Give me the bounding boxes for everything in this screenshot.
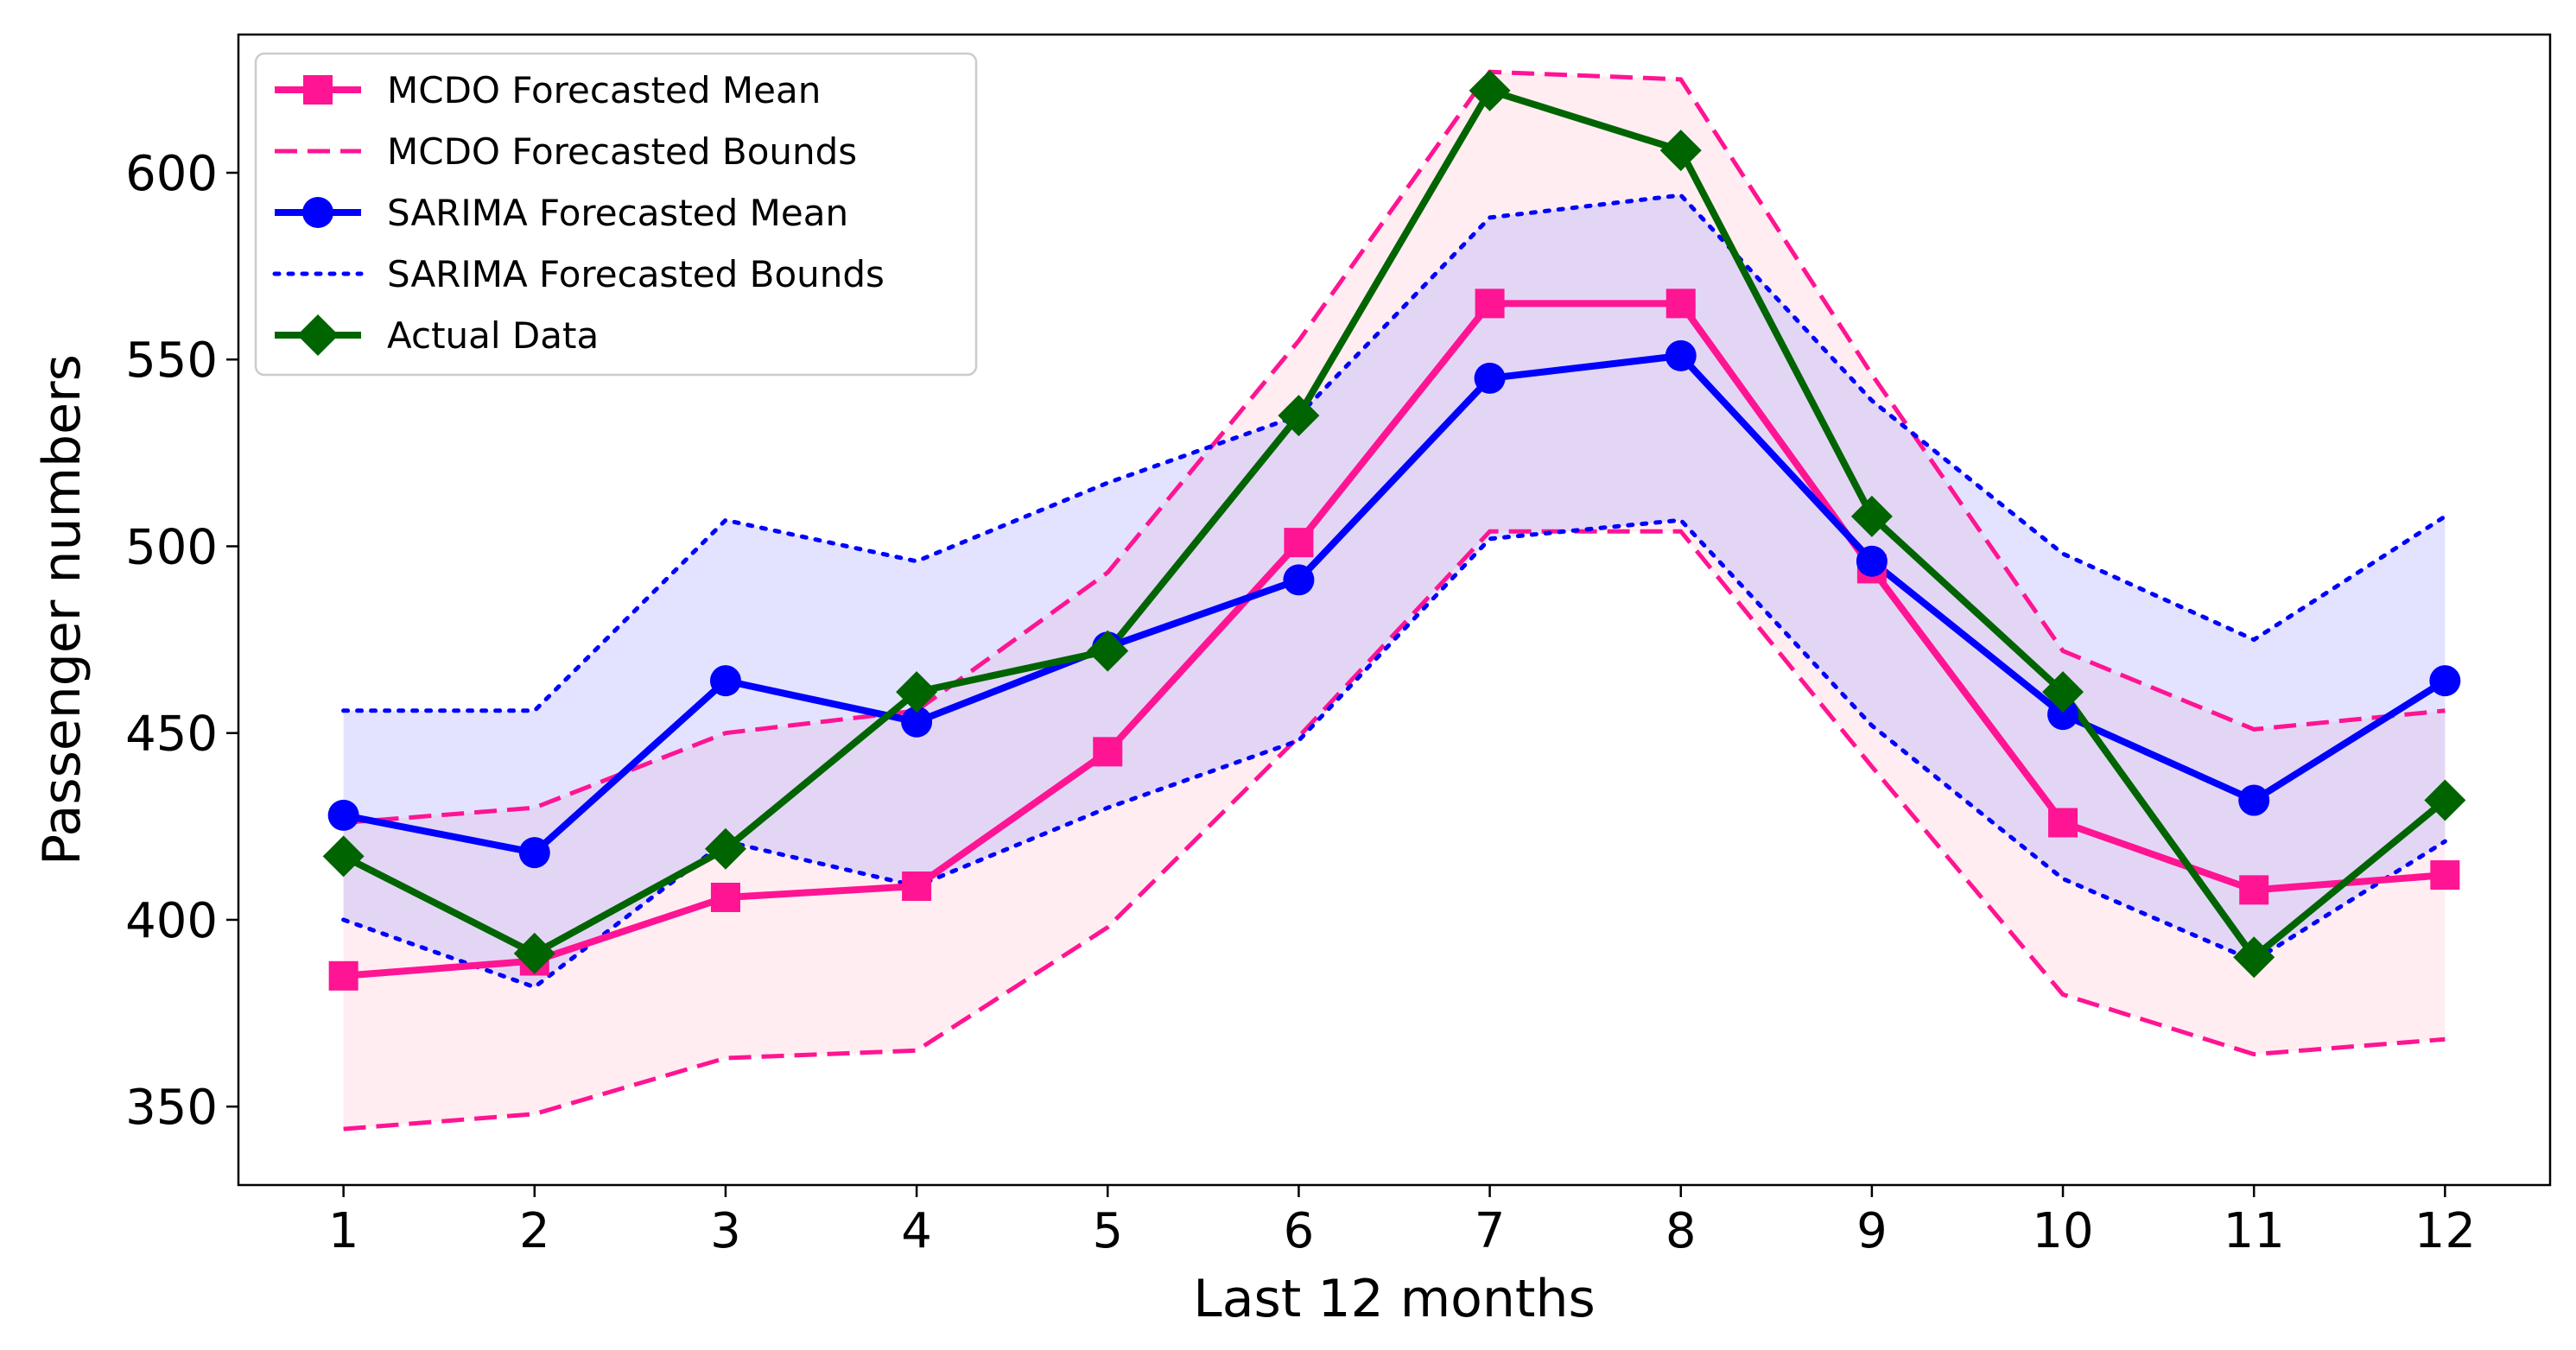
mcdo-forecasted-mean-point xyxy=(328,960,358,991)
actual-data-point xyxy=(1087,630,1129,672)
actual-data-point xyxy=(704,827,746,870)
x-tick-label: 12 xyxy=(2414,1203,2476,1259)
actual-data-point xyxy=(1278,395,1320,437)
y-tick-label: 450 xyxy=(125,707,218,763)
series-markers xyxy=(322,69,2466,991)
sarima-forecasted-mean-point xyxy=(1665,339,1697,371)
legend-actual-data-marker xyxy=(297,314,339,356)
x-tick-label: 11 xyxy=(2224,1203,2285,1259)
actual-data-point xyxy=(896,671,938,713)
actual-data-point xyxy=(1659,130,1702,172)
sarima-forecasted-bounds-band xyxy=(343,195,2446,987)
legend-sarima-forecasted-bounds-label: SARIMA Forecasted Bounds xyxy=(387,253,885,295)
legend-sarima-forecasted-mean-marker xyxy=(302,197,333,228)
x-tick-label: 3 xyxy=(710,1203,741,1259)
sarima-forecasted-mean-point xyxy=(1474,362,1506,394)
actual-data-point xyxy=(2233,936,2275,979)
actual-data-point xyxy=(322,835,365,878)
y-axis-label: Passenger numbers xyxy=(32,354,92,865)
legend-mcdo-forecasted-mean-marker xyxy=(303,75,333,105)
actual-data-point xyxy=(2424,779,2466,821)
actual-data-point xyxy=(1850,495,1893,537)
sarima-forecasted-mean-line xyxy=(342,352,2447,857)
y-tick-label: 600 xyxy=(125,146,218,202)
actual-data-point xyxy=(2042,671,2084,713)
y-tick-label: 550 xyxy=(125,333,218,389)
x-tick-label: 8 xyxy=(1666,1203,1697,1259)
legend-mcdo-forecasted-bounds-label: MCDO Forecasted Bounds xyxy=(387,130,857,173)
x-tick-label: 5 xyxy=(1092,1203,1123,1259)
sarima-forecasted-mean-point xyxy=(2429,665,2461,697)
bounds-bands xyxy=(343,72,2446,1130)
legend-mcdo-forecasted-mean-label: MCDO Forecasted Mean xyxy=(387,69,821,111)
mcdo-forecasted-bounds-lower-line xyxy=(343,529,2446,1131)
mcdo-forecasted-mean-point xyxy=(1284,528,1314,558)
series-lines xyxy=(341,69,2447,1131)
x-tick-label: 6 xyxy=(1284,1203,1315,1259)
mcdo-forecasted-mean-point xyxy=(710,883,740,912)
mcdo-forecasted-bounds-band xyxy=(343,72,2446,1130)
sarima-forecasted-mean-point xyxy=(1856,545,1888,577)
mcdo-forecasted-mean-line xyxy=(343,300,2446,979)
sarima-forecasted-mean-point xyxy=(518,837,550,869)
legend: MCDO Forecasted Mean MCDO Forecasted Boun… xyxy=(254,52,978,377)
mcdo-forecasted-mean-point xyxy=(2048,808,2078,838)
plot-frame xyxy=(237,33,2552,1187)
sarima-forecasted-mean-point xyxy=(709,665,741,697)
legend-sarima-forecasted-mean-label: SARIMA Forecasted Mean xyxy=(387,192,848,234)
mcdo-forecasted-mean-point xyxy=(902,871,932,902)
mcdo-forecasted-mean-point xyxy=(1093,737,1123,767)
x-tick-label: 7 xyxy=(1475,1203,1506,1259)
sarima-forecasted-mean-point xyxy=(2238,784,2270,816)
sarima-forecasted-bounds-upper-line xyxy=(341,193,2447,713)
x-tick-label: 10 xyxy=(2032,1203,2093,1259)
mcdo-forecasted-mean-point xyxy=(1666,288,1696,319)
y-tick-label: 400 xyxy=(125,893,218,949)
legend-box xyxy=(254,52,978,377)
legend-actual-data-label: Actual Data xyxy=(387,314,599,357)
x-tick-label: 1 xyxy=(328,1203,359,1259)
sarima-forecasted-mean-point xyxy=(901,706,933,738)
x-axis-label: Last 12 months xyxy=(1193,1269,1595,1329)
x-tick-label: 2 xyxy=(519,1203,550,1259)
mcdo-forecasted-mean-point xyxy=(2430,860,2460,890)
y-axis: 350 400 450 500 550 600 xyxy=(125,146,238,1136)
mcdo-forecasted-mean-point xyxy=(2239,875,2269,905)
mcdo-forecasted-mean-point xyxy=(1475,288,1505,319)
x-tick-label: 4 xyxy=(901,1203,932,1259)
mcdo-forecasted-bounds-upper-line xyxy=(343,69,2446,825)
y-tick-label: 350 xyxy=(125,1080,218,1136)
x-tick-label: 9 xyxy=(1856,1203,1888,1259)
actual-data-point xyxy=(513,932,555,974)
sarima-forecasted-mean-point xyxy=(327,799,359,831)
y-tick-label: 500 xyxy=(125,519,218,575)
actual-data-point xyxy=(1469,69,1511,111)
x-axis: 1 2 3 4 5 6 7 8 9 10 11 12 xyxy=(328,1185,2476,1259)
sarima-forecasted-mean-point xyxy=(2047,699,2079,731)
actual-data-line xyxy=(341,86,2447,961)
sarima-forecasted-mean-point xyxy=(1283,564,1315,596)
